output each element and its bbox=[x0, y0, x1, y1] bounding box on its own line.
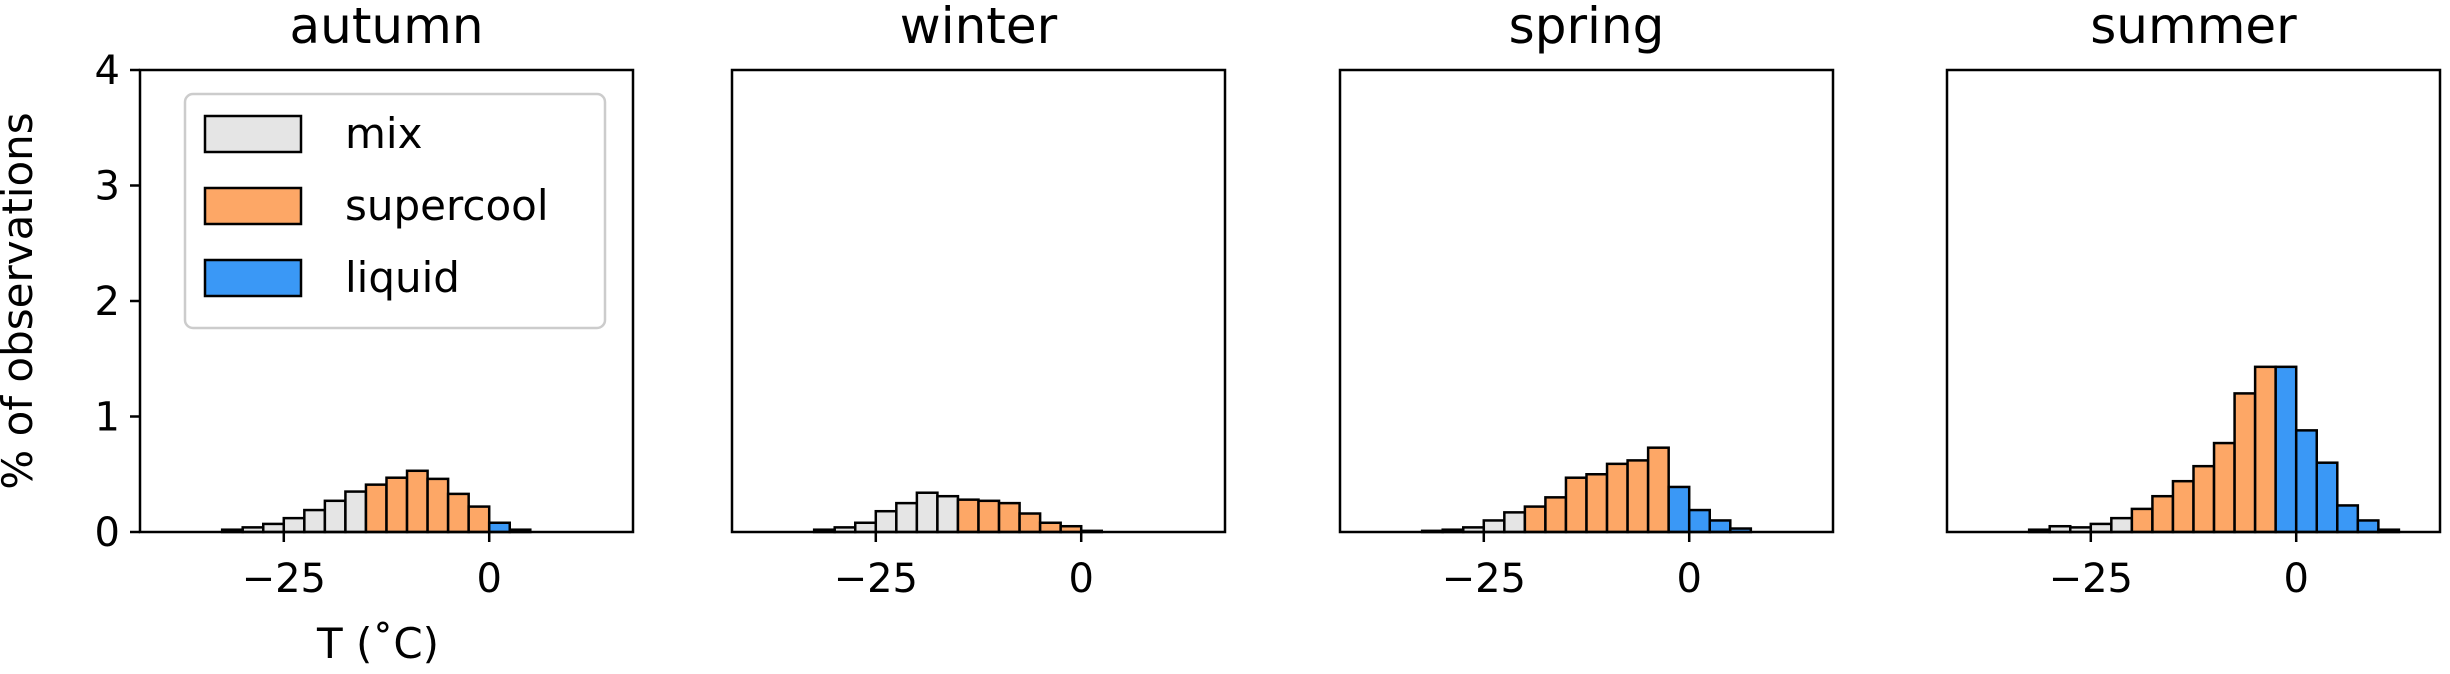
panel-winter: winter −25 0 bbox=[730, 0, 1227, 602]
panel-title: summer bbox=[2090, 0, 2297, 55]
histogram-bar bbox=[364, 483, 388, 534]
histogram-bar bbox=[1667, 485, 1691, 534]
histogram-bar bbox=[1038, 521, 1062, 534]
histogram-bar bbox=[2212, 441, 2236, 534]
histogram-bar bbox=[405, 469, 429, 534]
histogram-bar bbox=[426, 477, 450, 534]
histogram-bar bbox=[956, 498, 980, 534]
legend: mix supercool liquid bbox=[183, 92, 607, 330]
histogram-bar bbox=[2253, 365, 2277, 534]
histogram-bar bbox=[282, 516, 306, 534]
x-tick-label: −25 bbox=[242, 556, 326, 602]
histogram-bar bbox=[2171, 479, 2195, 534]
histogram-bar bbox=[1605, 462, 1629, 534]
histogram-bar bbox=[2151, 494, 2175, 534]
legend-swatch-liquid bbox=[203, 258, 303, 298]
y-tick-label: 2 bbox=[95, 279, 120, 325]
histogram-bar bbox=[1585, 473, 1609, 534]
legend-swatch-supercool bbox=[203, 186, 303, 226]
histogram-bar bbox=[1564, 476, 1588, 534]
histogram-bar bbox=[2315, 461, 2339, 534]
histogram-bar bbox=[1708, 519, 1732, 534]
legend-label-mix: mix bbox=[345, 109, 422, 158]
histogram-bar bbox=[997, 501, 1021, 534]
legend-swatch-mix bbox=[203, 114, 303, 154]
x-tick-label: 0 bbox=[2283, 556, 2308, 602]
histogram-bar bbox=[2294, 429, 2318, 534]
histogram-bar bbox=[2192, 464, 2216, 534]
histogram-bar bbox=[467, 505, 491, 534]
x-tick-label: 0 bbox=[1068, 556, 1093, 602]
legend-label-supercool: supercool bbox=[345, 181, 549, 230]
histogram-bar bbox=[1544, 496, 1568, 534]
plot-frame bbox=[730, 68, 1227, 534]
y-axis-label: % of observations bbox=[0, 112, 42, 489]
histogram-bar bbox=[854, 521, 878, 534]
histogram-bar bbox=[344, 490, 368, 534]
x-tick-label: −25 bbox=[2049, 556, 2133, 602]
histogram-bar bbox=[895, 501, 919, 534]
histogram-bar bbox=[446, 492, 470, 534]
histogram-bar bbox=[1687, 508, 1712, 534]
histogram-bar bbox=[2336, 504, 2360, 534]
histogram-bar bbox=[487, 521, 512, 534]
histogram-bar bbox=[936, 494, 960, 534]
histogram-bar bbox=[1523, 505, 1547, 534]
histogram-bar bbox=[1626, 459, 1650, 534]
panel-title: autumn bbox=[289, 0, 483, 55]
y-tick-label: 1 bbox=[95, 395, 120, 441]
x-tick-label: −25 bbox=[1442, 556, 1526, 602]
panel-autumn: autumn −25 0 0 1 2 3 4 bbox=[95, 0, 635, 602]
histogram-bar bbox=[1018, 512, 1042, 534]
x-tick-label: −25 bbox=[834, 556, 918, 602]
x-axis-label: T (˚C) bbox=[316, 619, 439, 668]
x-tick-label: 0 bbox=[1676, 556, 1701, 602]
panel-spring: spring −25 0 bbox=[1338, 0, 1835, 602]
histogram-bar bbox=[303, 508, 327, 534]
panel-summer: summer −25 0 bbox=[1945, 0, 2442, 602]
histogram-bar bbox=[977, 499, 1001, 534]
y-tick-label: 0 bbox=[95, 510, 120, 556]
legend-label-liquid: liquid bbox=[345, 253, 460, 302]
histogram-bar bbox=[2274, 365, 2298, 534]
histogram-bar bbox=[323, 499, 347, 534]
panel-title: winter bbox=[900, 0, 1058, 55]
histogram-bar bbox=[2356, 519, 2380, 534]
panel-title: spring bbox=[1509, 0, 1665, 55]
histogram-bar bbox=[2130, 507, 2154, 534]
histogram-bar bbox=[1646, 446, 1670, 534]
histogram-bar bbox=[385, 476, 409, 534]
histogram-bar bbox=[1503, 511, 1527, 534]
y-tick-label: 4 bbox=[95, 48, 120, 94]
y-tick-label: 3 bbox=[95, 164, 120, 210]
plot-frame bbox=[1338, 68, 1835, 534]
plot-frame bbox=[1945, 68, 2442, 534]
x-tick-label: 0 bbox=[476, 556, 501, 602]
histogram-bar bbox=[874, 509, 898, 534]
histogram-bar bbox=[915, 491, 939, 534]
histogram-bar bbox=[1482, 519, 1506, 534]
histogram-bar bbox=[2110, 516, 2134, 534]
histogram-bar bbox=[2233, 392, 2257, 534]
